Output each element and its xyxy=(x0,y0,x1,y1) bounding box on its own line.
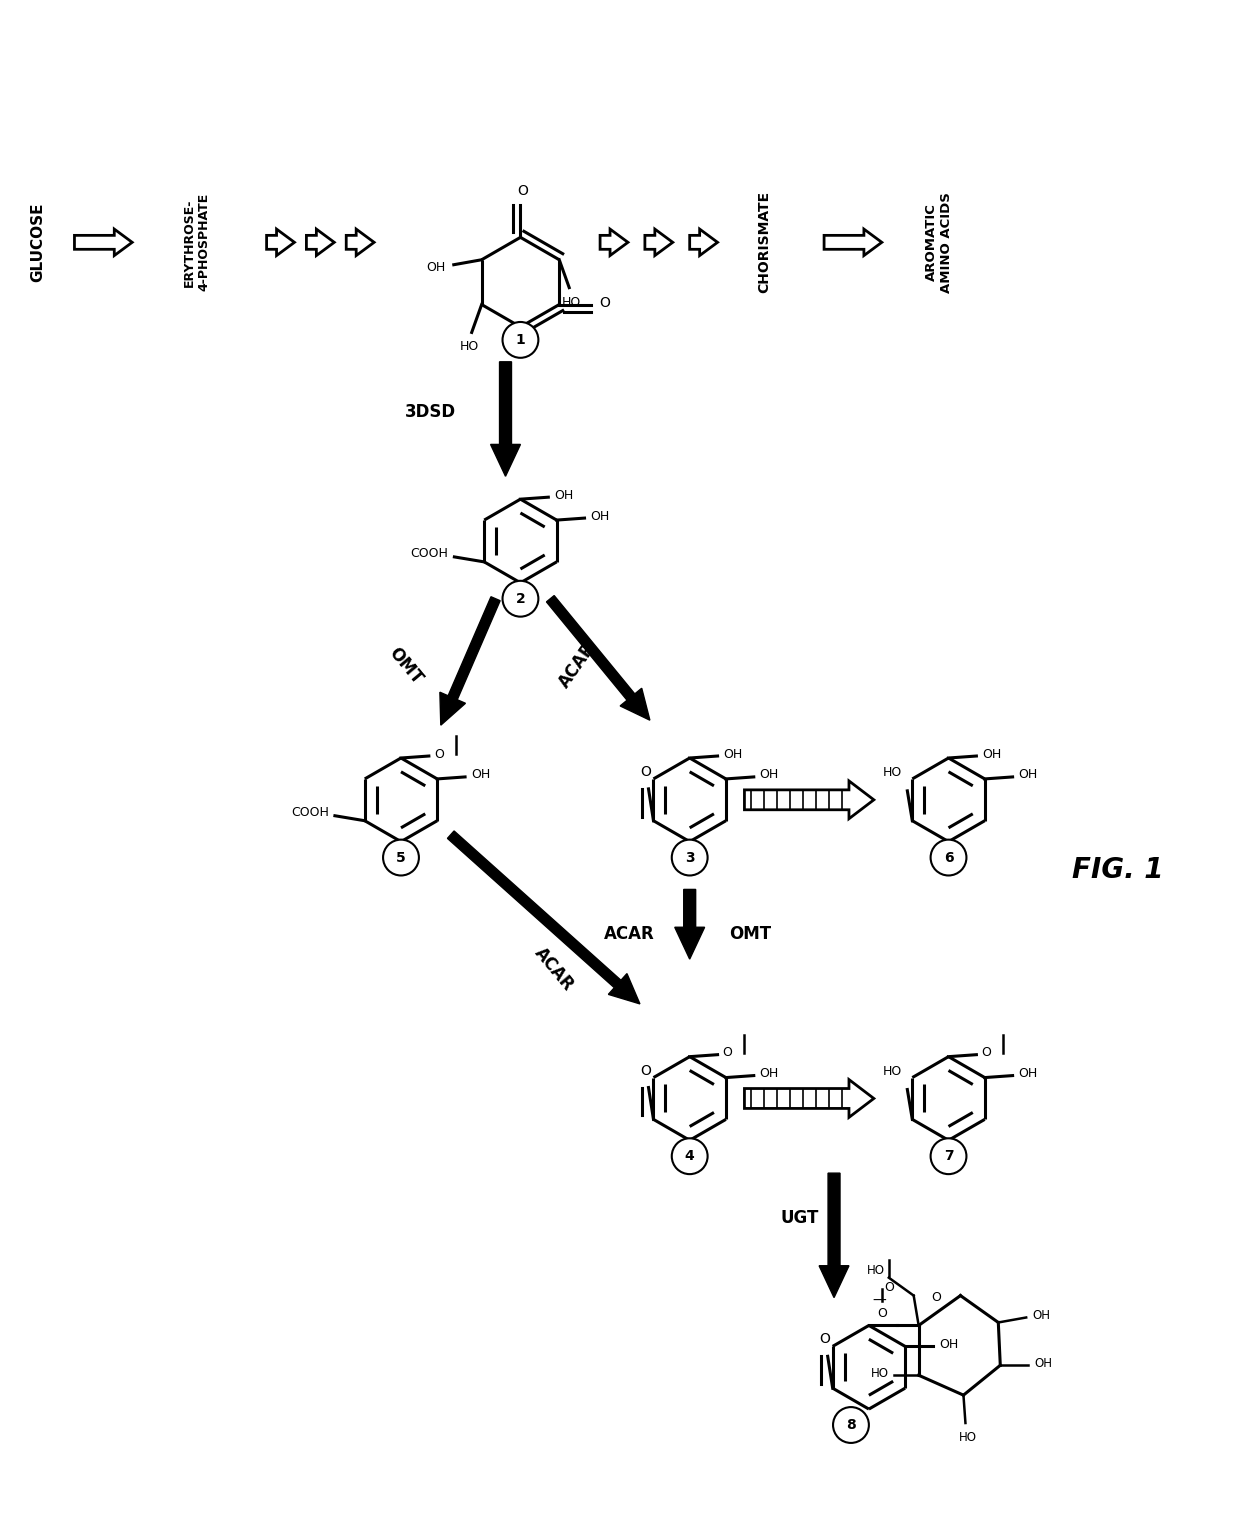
Text: COOH: COOH xyxy=(291,806,329,819)
Text: COOH: COOH xyxy=(410,547,449,561)
Text: OH: OH xyxy=(760,1067,779,1081)
Text: 3DSD: 3DSD xyxy=(404,403,456,421)
Text: OH: OH xyxy=(590,509,610,523)
Text: ACAR: ACAR xyxy=(604,926,655,944)
Text: ACAR: ACAR xyxy=(556,640,599,692)
Text: CHORISMATE: CHORISMATE xyxy=(758,192,771,293)
Text: —: — xyxy=(873,1294,887,1307)
Circle shape xyxy=(383,839,419,876)
Text: OH: OH xyxy=(427,261,446,274)
FancyArrow shape xyxy=(600,230,627,255)
FancyArrow shape xyxy=(744,781,874,819)
FancyArrow shape xyxy=(448,831,640,1003)
Text: O: O xyxy=(599,295,610,310)
Text: ERYTHROSE-
4-PHOSPHATE: ERYTHROSE- 4-PHOSPHATE xyxy=(184,193,211,292)
Text: HO: HO xyxy=(870,1366,889,1380)
FancyArrow shape xyxy=(820,1173,849,1298)
Circle shape xyxy=(930,839,966,876)
Circle shape xyxy=(502,322,538,357)
Text: O: O xyxy=(884,1281,894,1294)
Text: HO: HO xyxy=(883,766,903,778)
Circle shape xyxy=(672,1138,708,1173)
Text: 1: 1 xyxy=(516,333,526,347)
Text: HO: HO xyxy=(562,295,580,309)
FancyArrow shape xyxy=(491,362,521,476)
Text: GLUCOSE: GLUCOSE xyxy=(30,202,45,283)
Text: OH: OH xyxy=(554,489,574,502)
Text: O: O xyxy=(820,1333,830,1347)
Text: OH: OH xyxy=(471,769,490,781)
FancyArrow shape xyxy=(267,230,294,255)
FancyArrow shape xyxy=(440,597,500,725)
Text: ACAR: ACAR xyxy=(531,944,577,994)
Text: OH: OH xyxy=(1034,1357,1052,1370)
Text: AROMATIC
AMINO ACIDS: AROMATIC AMINO ACIDS xyxy=(925,192,952,293)
Text: O: O xyxy=(723,1046,733,1059)
FancyArrow shape xyxy=(744,1079,874,1117)
FancyArrow shape xyxy=(645,230,673,255)
Text: FIG. 1: FIG. 1 xyxy=(1073,856,1163,883)
FancyArrow shape xyxy=(346,230,374,255)
Text: HO: HO xyxy=(460,340,480,353)
FancyArrow shape xyxy=(675,889,704,959)
Text: 4: 4 xyxy=(684,1149,694,1163)
Circle shape xyxy=(672,839,708,876)
Text: HO: HO xyxy=(867,1265,885,1277)
Text: O: O xyxy=(517,184,528,198)
FancyArrow shape xyxy=(547,596,650,720)
FancyArrow shape xyxy=(825,230,882,255)
Text: 2: 2 xyxy=(516,591,526,606)
Text: O: O xyxy=(640,1064,651,1078)
Text: O: O xyxy=(640,765,651,778)
Text: OH: OH xyxy=(1032,1309,1050,1322)
Text: UGT: UGT xyxy=(781,1208,820,1227)
Text: OH: OH xyxy=(982,748,1002,760)
Text: OH: OH xyxy=(723,748,743,760)
Circle shape xyxy=(930,1138,966,1173)
Text: OH: OH xyxy=(1018,769,1038,781)
Text: HO: HO xyxy=(883,1064,903,1078)
Text: O: O xyxy=(434,748,444,760)
Circle shape xyxy=(833,1408,869,1442)
Text: O: O xyxy=(878,1307,888,1319)
FancyArrow shape xyxy=(689,230,718,255)
Text: 3: 3 xyxy=(684,851,694,865)
Circle shape xyxy=(502,581,538,617)
Text: 6: 6 xyxy=(944,851,954,865)
Text: O: O xyxy=(981,1046,991,1059)
Text: O: O xyxy=(931,1290,941,1304)
Text: OMT: OMT xyxy=(384,643,425,687)
FancyArrow shape xyxy=(306,230,335,255)
Text: 5: 5 xyxy=(396,851,405,865)
Text: HO: HO xyxy=(959,1430,976,1444)
Text: OH: OH xyxy=(1018,1067,1038,1081)
Text: OMT: OMT xyxy=(729,926,771,944)
FancyArrow shape xyxy=(74,230,133,255)
Text: OH: OH xyxy=(939,1338,959,1351)
Text: OH: OH xyxy=(760,769,779,781)
Text: 7: 7 xyxy=(944,1149,954,1163)
Text: 8: 8 xyxy=(846,1418,856,1432)
